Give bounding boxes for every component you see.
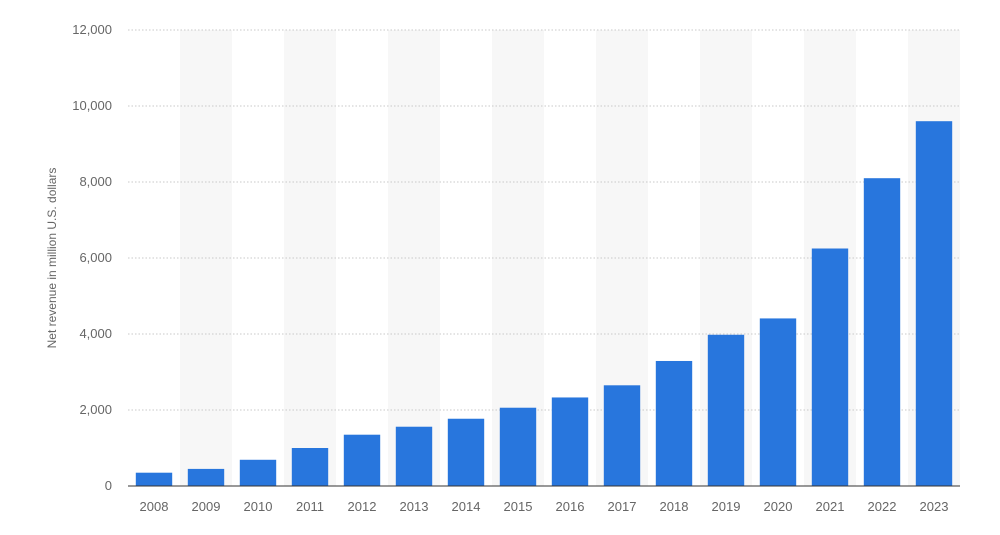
y-tick-label: 6,000 [79, 250, 112, 265]
x-tick-labels: 2008 2009 2010 2011 2012 2013 2014 2015 2016 2017… [140, 499, 949, 514]
y-tick-label: 8,000 [79, 174, 112, 189]
x-tick-label: 2017 [608, 499, 637, 514]
x-tick-label: 2023 [920, 499, 949, 514]
x-tick-label: 2022 [868, 499, 897, 514]
bar-2010 [239, 459, 277, 486]
x-tick-label: 2020 [764, 499, 793, 514]
y-axis-title: Net revenue in million U.S. dollars [45, 168, 59, 349]
bar-2018 [655, 360, 693, 486]
bar-2013 [395, 426, 433, 486]
bar-2022 [863, 178, 901, 486]
x-tick-label: 2009 [192, 499, 221, 514]
x-tick-label: 2010 [244, 499, 273, 514]
bar-2019 [707, 334, 745, 486]
y-tick-labels: 0 2,000 4,000 6,000 8,000 10,000 12,000 [72, 22, 112, 493]
bar-2020 [759, 318, 797, 486]
bars-group [135, 121, 953, 486]
bar-2017 [603, 385, 641, 486]
y-tick-label: 10,000 [72, 98, 112, 113]
x-tick-label: 2019 [712, 499, 741, 514]
bar-2023 [915, 121, 953, 486]
bar-2009 [187, 468, 225, 486]
bar-2008 [135, 472, 173, 486]
x-tick-label: 2018 [660, 499, 689, 514]
x-tick-label: 2013 [400, 499, 429, 514]
background-band [388, 30, 440, 486]
bar-2012 [343, 434, 381, 486]
bar-2015 [499, 407, 537, 486]
bar-2011 [291, 448, 329, 486]
x-tick-label: 2008 [140, 499, 169, 514]
x-tick-label: 2015 [504, 499, 533, 514]
y-tick-label: 2,000 [79, 402, 112, 417]
y-tick-label: 12,000 [72, 22, 112, 37]
bar-2014 [447, 418, 485, 486]
x-tick-label: 2014 [452, 499, 481, 514]
y-tick-label: 0 [105, 478, 112, 493]
bar-2016 [551, 397, 589, 486]
x-tick-label: 2012 [348, 499, 377, 514]
bar-2021 [811, 248, 849, 486]
x-tick-label: 2011 [296, 499, 324, 514]
x-tick-label: 2021 [816, 499, 845, 514]
y-tick-label: 4,000 [79, 326, 112, 341]
x-tick-label: 2016 [556, 499, 585, 514]
